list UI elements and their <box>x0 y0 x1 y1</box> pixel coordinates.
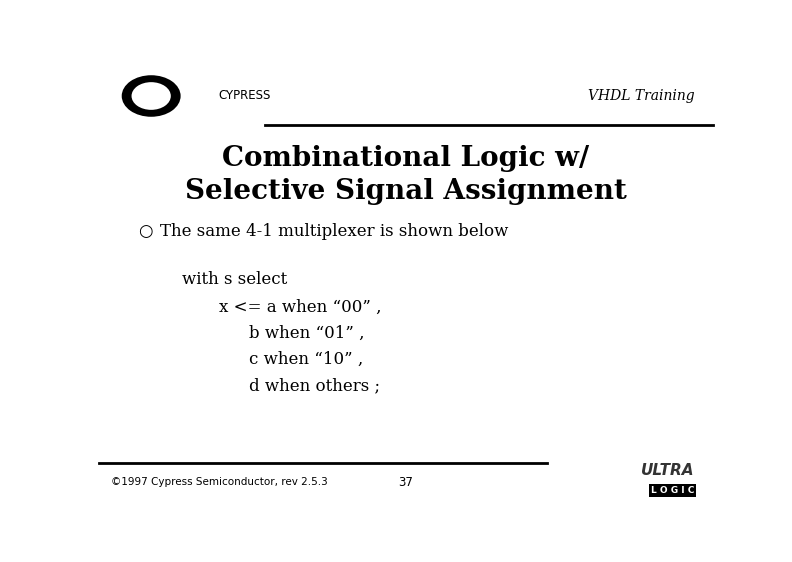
Text: b when “01” ,: b when “01” , <box>249 325 365 342</box>
Text: VHDL Training: VHDL Training <box>588 89 695 103</box>
Text: ○: ○ <box>138 223 152 241</box>
Text: CYPRESS: CYPRESS <box>219 89 271 102</box>
Text: Combinational Logic w/
Selective Signal Assignment: Combinational Logic w/ Selective Signal … <box>185 146 626 205</box>
Text: ©1997 Cypress Semiconductor, rev 2.5.3: ©1997 Cypress Semiconductor, rev 2.5.3 <box>111 477 328 487</box>
Text: ULTRA: ULTRA <box>641 463 695 478</box>
Text: L O G I C: L O G I C <box>651 486 695 495</box>
Text: 37: 37 <box>398 475 413 488</box>
Text: The same 4-1 multiplexer is shown below: The same 4-1 multiplexer is shown below <box>160 223 508 241</box>
Circle shape <box>131 82 171 110</box>
Text: d when others ;: d when others ; <box>249 377 380 394</box>
Text: c when “10” ,: c when “10” , <box>249 351 364 368</box>
Circle shape <box>122 75 181 117</box>
Text: with s select: with s select <box>182 271 287 288</box>
Text: x <= a when “00” ,: x <= a when “00” , <box>219 299 381 316</box>
